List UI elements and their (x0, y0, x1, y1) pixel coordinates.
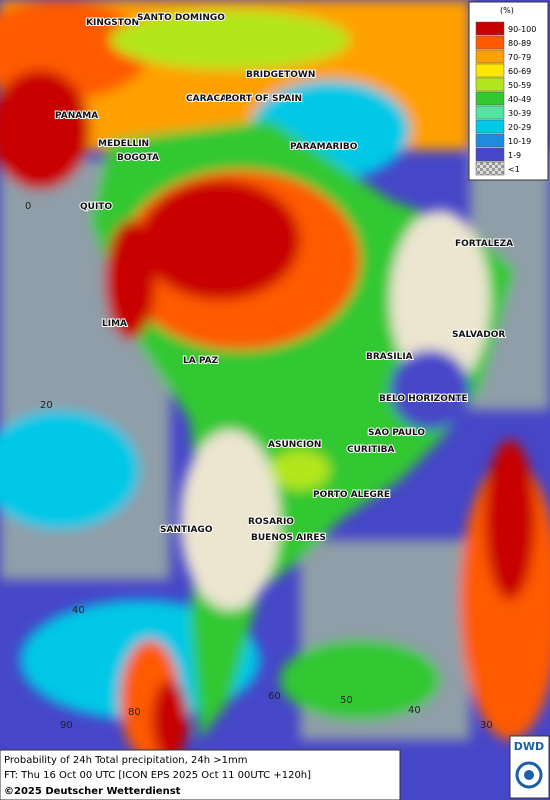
city-label: PORT OF SPAIN (225, 94, 302, 104)
grid-label: 80 (128, 707, 141, 718)
grid-label: 40 (72, 605, 85, 616)
city-label: CURITIBA (347, 445, 395, 455)
city-label: QUITO (80, 202, 112, 212)
city-label: PANAMA (55, 111, 98, 121)
legend-swatch (475, 91, 505, 106)
city-label: SAO PAULO (368, 428, 425, 438)
legend-swatch (475, 21, 505, 36)
city-label: BRIDGETOWN (246, 70, 315, 80)
legend-entries: 90-100 80-89 70-79 60-69 50-59 40-49 30-39 20-2… (475, 21, 536, 176)
legend-swatch (475, 77, 505, 92)
logo-icon (515, 761, 543, 789)
legend-label: 20-29 (508, 123, 531, 132)
legend-label: 70-79 (508, 53, 531, 62)
legend-label: 90-100 (508, 25, 536, 34)
legend-label: 60-69 (508, 67, 531, 76)
legend-label: 50-59 (508, 81, 531, 90)
legend-label: <1 (508, 165, 520, 174)
legend-swatch (475, 63, 505, 78)
grid-label: 90 (60, 720, 73, 731)
legend-swatch (475, 105, 505, 120)
logo-text: DWD (514, 740, 544, 753)
city-label: ROSARIO (248, 517, 294, 527)
grid-labels: 0 20 40 90 80 60 50 40 30 (25, 201, 493, 731)
city-label: LIMA (102, 319, 127, 329)
legend-swatch (475, 133, 505, 148)
footer-line: Probability of 24h Total precipitation, … (4, 755, 247, 766)
grid-label: 50 (340, 695, 353, 706)
legend-swatch (475, 49, 505, 64)
logo: DWD (509, 735, 550, 799)
city-label: FORTALEZA (455, 239, 513, 249)
city-label: SANTIAGO (160, 525, 213, 535)
city-label: BOGOTA (117, 153, 159, 163)
city-label: BELO HORIZONTE (379, 394, 468, 404)
grid-label: 20 (40, 400, 53, 411)
city-label: BRASILIA (366, 352, 413, 362)
legend-label: 40-49 (508, 95, 531, 104)
legend-label: 80-89 (508, 39, 531, 48)
city-label: KINGSTON (86, 18, 139, 28)
grid-label: 40 (408, 705, 421, 716)
footer: Probability of 24h Total precipitation, … (0, 749, 401, 800)
city-label: BUENOS AIRES (251, 533, 326, 543)
footer-line: ©2025 Deutscher Wetterdienst (4, 786, 181, 797)
city-label: MEDELLIN (98, 139, 149, 149)
legend: (%) 90-100 80-89 70-79 60-69 50-59 40-49 30-39… (468, 1, 549, 181)
legend-swatch (475, 35, 505, 50)
legend-title: (%) (500, 6, 514, 15)
grid-label: 30 (480, 720, 493, 731)
logo-icon (524, 770, 534, 780)
footer-line: FT: Thu 16 Oct 00 UTC [ICON EPS 2025 Oct… (4, 770, 311, 781)
city-label: SANTO DOMINGO (137, 13, 225, 23)
city-label: ASUNCION (268, 440, 321, 450)
legend-swatch (475, 161, 505, 176)
city-label: PARAMARIBO (290, 142, 358, 152)
legend-swatch (475, 147, 505, 162)
city-label: PORTO ALEGRE (313, 490, 390, 500)
city-label: LA PAZ (183, 356, 219, 366)
city-label: SALVADOR (452, 330, 505, 340)
city-label: CARACAS (186, 94, 234, 104)
legend-label: 10-19 (508, 137, 531, 146)
legend-label: 30-39 (508, 109, 531, 118)
footer-box (0, 749, 401, 800)
legend-swatch (475, 119, 505, 134)
grid-label: 60 (268, 691, 281, 702)
legend-label: 1-9 (508, 151, 521, 160)
grid-label: 0 (25, 201, 31, 212)
